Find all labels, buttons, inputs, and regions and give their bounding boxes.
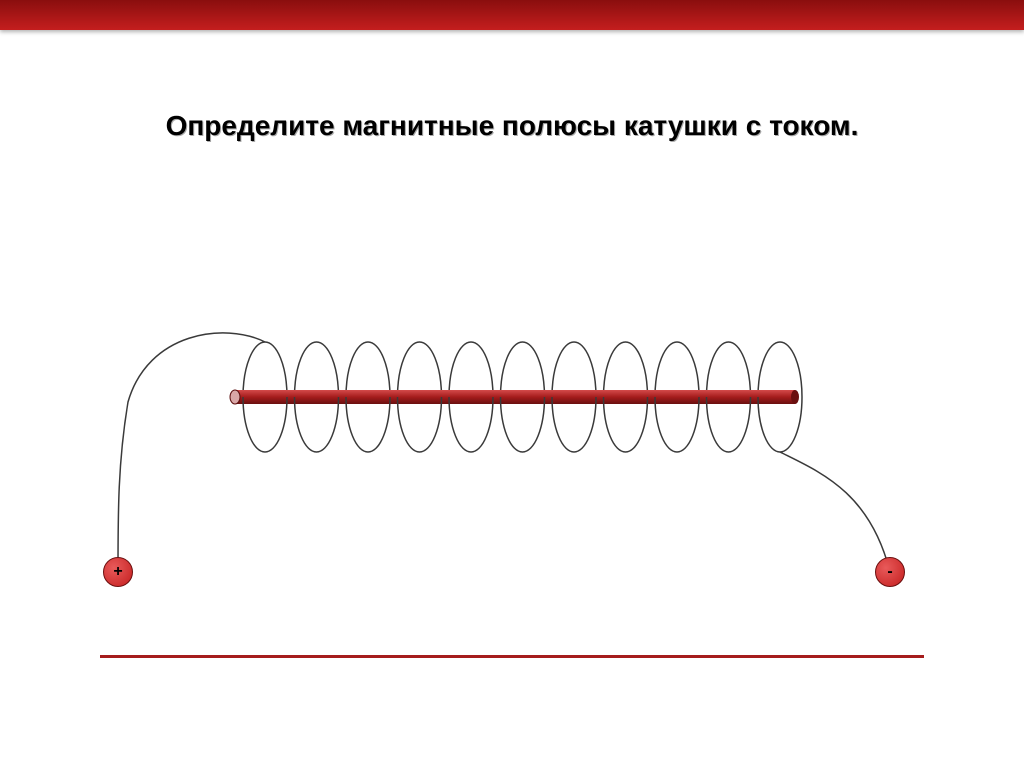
terminal-negative: - <box>875 557 905 587</box>
solenoid-svg <box>40 240 984 640</box>
terminal-positive: + <box>103 557 133 587</box>
top-bar <box>0 0 1024 30</box>
bottom-line <box>100 655 924 658</box>
solenoid-diagram <box>40 240 984 640</box>
terminal-positive-label: + <box>113 563 122 581</box>
terminal-negative-label: - <box>887 563 892 581</box>
page-title: Определите магнитные полюсы катушки с то… <box>0 110 1024 142</box>
